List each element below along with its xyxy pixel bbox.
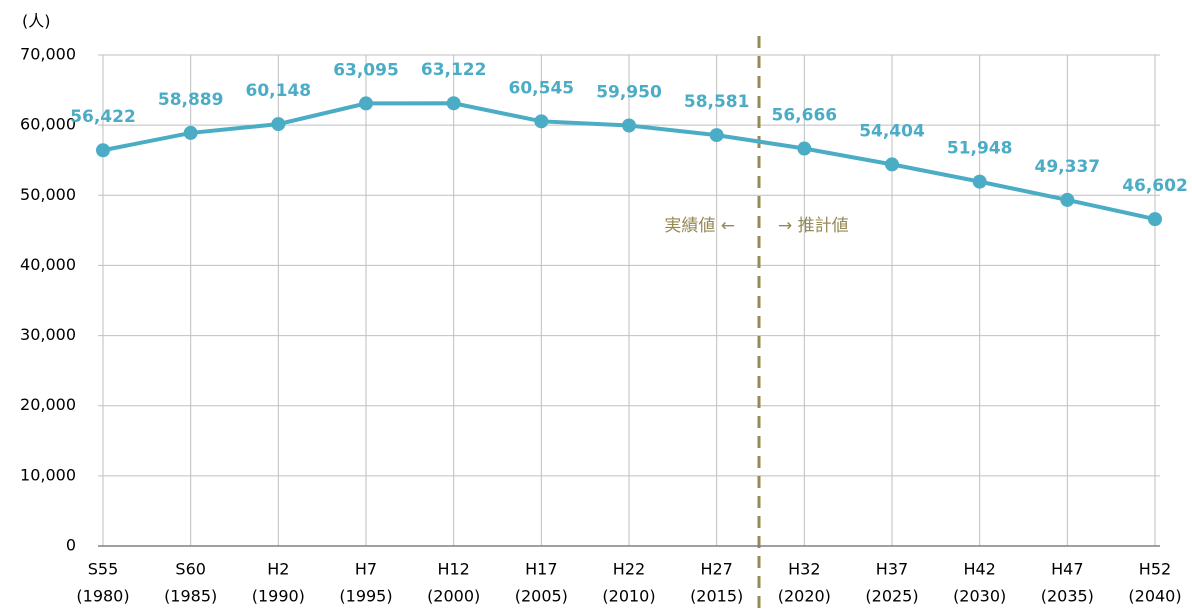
x-tick-label: H52 bbox=[1139, 560, 1171, 579]
x-tick-label: H47 bbox=[1051, 560, 1083, 579]
x-tick-label: (2040) bbox=[1128, 587, 1181, 606]
point bbox=[1148, 212, 1162, 227]
x-tick-label: H22 bbox=[613, 560, 645, 579]
data-label: 60,148 bbox=[246, 81, 312, 101]
y-axis-label: (人) bbox=[22, 12, 51, 31]
x-tick-label: H17 bbox=[525, 560, 557, 579]
x-tick-label: (2000) bbox=[427, 587, 480, 606]
point bbox=[271, 117, 286, 132]
x-tick-label: (2020) bbox=[778, 587, 831, 606]
x-tick-label: (2005) bbox=[515, 587, 568, 606]
y-tick-label: 0 bbox=[66, 536, 76, 555]
y-tick-label: 20,000 bbox=[20, 395, 76, 414]
x-tick-label: (2035) bbox=[1041, 587, 1094, 606]
x-tick-label: (1990) bbox=[252, 587, 305, 606]
point bbox=[885, 157, 899, 172]
point bbox=[709, 128, 724, 143]
x-tick-label: (2025) bbox=[865, 587, 918, 606]
point bbox=[446, 96, 461, 111]
point bbox=[183, 125, 198, 140]
x-tick-label: H42 bbox=[963, 560, 995, 579]
x-tick-label: H27 bbox=[700, 560, 732, 579]
point bbox=[96, 143, 110, 158]
x-tick-label: H32 bbox=[788, 560, 820, 579]
y-tick-label: 50,000 bbox=[20, 185, 76, 204]
annotation: → 推計値 bbox=[778, 216, 849, 236]
x-tick-label: H37 bbox=[876, 560, 908, 579]
x-tick-label: S60 bbox=[175, 560, 206, 579]
data-label: 56,666 bbox=[772, 106, 838, 126]
y-tick-label: 40,000 bbox=[20, 255, 76, 274]
point bbox=[972, 174, 987, 189]
x-tick-label: H7 bbox=[355, 560, 377, 579]
point bbox=[359, 96, 373, 111]
x-tick-label: (1980) bbox=[76, 587, 129, 606]
y-tick-label: 10,000 bbox=[20, 465, 76, 484]
data-label: 58,889 bbox=[158, 90, 224, 110]
data-label: 49,337 bbox=[1035, 157, 1101, 177]
x-tick-label: (1995) bbox=[339, 587, 392, 606]
y-tick-label: 60,000 bbox=[20, 115, 76, 134]
point bbox=[797, 141, 812, 156]
data-label: 59,950 bbox=[596, 82, 662, 102]
data-label: 58,581 bbox=[684, 92, 750, 112]
y-tick-label: 70,000 bbox=[20, 45, 76, 64]
point bbox=[622, 118, 636, 133]
data-label: 56,422 bbox=[70, 107, 136, 127]
x-tick-label: (2030) bbox=[953, 587, 1006, 606]
data-label: 63,095 bbox=[333, 60, 399, 80]
data-label: 54,404 bbox=[859, 121, 925, 141]
x-tick-label: (2010) bbox=[602, 587, 655, 606]
x-tick-label: H12 bbox=[437, 560, 469, 579]
point bbox=[534, 114, 549, 129]
data-label: 63,122 bbox=[421, 60, 487, 80]
point bbox=[1060, 192, 1075, 207]
data-label: 51,948 bbox=[947, 139, 1013, 159]
x-tick-label: S55 bbox=[88, 560, 119, 579]
data-label: 60,545 bbox=[509, 78, 575, 98]
y-tick-label: 30,000 bbox=[20, 325, 76, 344]
x-tick-label: H2 bbox=[267, 560, 289, 579]
x-tick-label: (1985) bbox=[164, 587, 217, 606]
x-tick-label: (2015) bbox=[690, 587, 743, 606]
data-label: 46,602 bbox=[1122, 176, 1188, 196]
annotation: 実績値 ← bbox=[664, 216, 735, 236]
